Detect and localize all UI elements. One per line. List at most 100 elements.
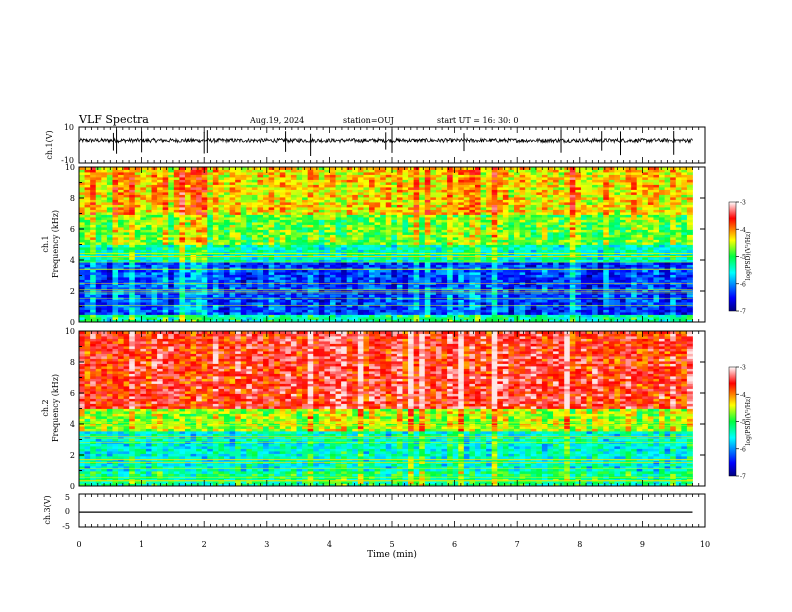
spectrogram-cell xyxy=(240,237,247,240)
spectrogram-cell xyxy=(257,269,264,273)
spectrogram-cell xyxy=(636,244,643,248)
spectrogram-cell xyxy=(285,222,292,225)
spectrogram-cell xyxy=(558,279,565,283)
spectrogram-cell xyxy=(614,257,621,260)
spectrogram-cell xyxy=(592,222,599,225)
spectrogram-cell xyxy=(642,299,649,303)
spectrogram-cell xyxy=(134,247,141,250)
spectrogram-cell xyxy=(519,234,526,238)
spectrogram-cell xyxy=(659,229,665,233)
spectrogram-cell xyxy=(246,279,253,283)
spectrogram-cell xyxy=(564,279,571,283)
spectrogram-cell xyxy=(519,292,526,295)
spectrogram-cell xyxy=(441,277,448,280)
spectrogram-cell xyxy=(486,239,493,243)
spectrogram-cell xyxy=(374,237,381,240)
spectrogram-cell xyxy=(179,229,186,233)
spectrogram-cell xyxy=(251,237,258,240)
spectrogram-cell xyxy=(553,247,560,250)
spectrogram-cell xyxy=(112,309,119,313)
spectrogram-cell xyxy=(145,219,152,223)
spectrogram-cell xyxy=(564,257,571,260)
spectrogram-cell xyxy=(608,272,615,275)
spectrogram-cell xyxy=(636,234,643,238)
spectrogram-cell xyxy=(112,304,119,308)
spectrogram-cell xyxy=(435,242,442,245)
spectrogram-cell xyxy=(541,279,548,283)
spectrogram-cell xyxy=(290,224,297,228)
spectrogram-cell xyxy=(419,254,426,258)
spectrogram-cell xyxy=(413,222,420,225)
spectrogram-cell xyxy=(380,262,387,265)
spectrogram-cell xyxy=(659,269,665,273)
spectrogram-cell xyxy=(229,312,236,315)
spectrogram-cell xyxy=(541,262,548,265)
spectrogram-cell xyxy=(296,274,303,278)
spectrogram-cell xyxy=(502,309,509,313)
spectrogram-cell xyxy=(480,299,487,303)
spectrogram-cell xyxy=(162,262,169,265)
spectrogram-cell xyxy=(157,314,164,318)
spectrogram-cell xyxy=(290,254,297,258)
spectrogram-cell xyxy=(575,299,582,303)
spectrogram-cell xyxy=(530,249,537,253)
spectrogram-cell xyxy=(363,284,370,288)
spectrogram-cell xyxy=(173,229,180,233)
spectrogram-cell xyxy=(129,279,136,283)
spectrogram-cell xyxy=(106,254,113,258)
spectrogram-cell xyxy=(419,244,426,248)
spectrogram-cell xyxy=(586,309,593,313)
spectrogram-cell xyxy=(547,272,554,275)
spectrogram-cell xyxy=(279,269,286,273)
spectrogram-cell xyxy=(391,307,398,310)
spectrogram-cell xyxy=(458,217,465,220)
spectrogram-cell xyxy=(374,257,381,260)
spectrogram-cell xyxy=(469,244,476,248)
spectrogram-cell xyxy=(352,224,359,228)
spectrogram-cell xyxy=(101,224,108,228)
spectrogram-cell xyxy=(614,274,621,278)
spectrogram-cell xyxy=(670,214,677,218)
spectrogram-cell xyxy=(374,229,381,233)
spectrogram-cell xyxy=(290,229,297,233)
spectrogram-cell xyxy=(201,299,208,303)
spectrogram-cell xyxy=(430,317,437,320)
ch1-waveform-ylabel: ch.1(V) xyxy=(45,130,54,159)
spectrogram-cell xyxy=(274,264,281,268)
spectrogram-cell xyxy=(168,284,175,288)
spectrogram-cell xyxy=(508,259,515,263)
spectrogram-cell xyxy=(112,219,119,223)
spectrogram-cell xyxy=(134,217,141,220)
spectrogram-cell xyxy=(458,229,465,233)
spectrogram-cell xyxy=(112,232,119,235)
spectrogram-cell xyxy=(168,294,175,298)
spectrogram-cell xyxy=(352,304,359,308)
spectrogram-cell xyxy=(162,299,169,303)
spectrogram-cell xyxy=(268,314,275,318)
spectrogram-cell xyxy=(162,307,169,310)
spectrogram-cell xyxy=(419,214,426,218)
spectrogram-cell xyxy=(218,237,225,240)
spectrogram-cell xyxy=(318,242,325,245)
spectrogram-cell xyxy=(134,272,141,275)
spectrogram-cell xyxy=(324,237,331,240)
spectrogram-cell xyxy=(79,312,85,315)
spectrogram-cell xyxy=(224,262,230,265)
spectrogram-cell xyxy=(157,304,164,308)
spectrogram-cell xyxy=(313,242,320,245)
spectrogram-cell xyxy=(140,247,147,250)
spectrogram-cell xyxy=(145,244,152,248)
spectrogram-cell xyxy=(140,214,147,218)
spectrogram-cell xyxy=(101,287,108,290)
spectrogram-cell xyxy=(173,237,180,240)
spectrogram-cell xyxy=(575,309,582,313)
spectrogram-cell xyxy=(675,229,682,233)
spectrogram-cell xyxy=(452,224,459,228)
spectrogram-cell xyxy=(659,262,665,265)
spectrogram-cell xyxy=(285,267,292,270)
spectrogram-cell xyxy=(486,222,493,225)
spectrogram-cell xyxy=(123,237,130,240)
spectrogram-cell xyxy=(681,239,688,243)
spectrogram-cell xyxy=(363,277,370,280)
spectrogram-cell xyxy=(369,242,375,245)
